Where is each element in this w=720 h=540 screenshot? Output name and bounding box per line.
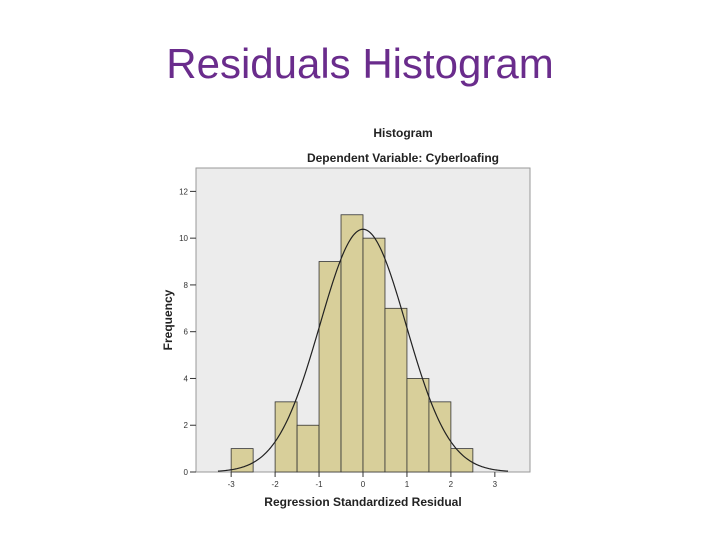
slide-title: Residuals Histogram [166,40,554,87]
normal-curve [217,228,509,472]
y-tick-label: 12 [179,187,188,196]
histogram-bar [296,424,320,473]
y-tick-label: 4 [184,374,189,383]
histogram-bar [450,448,474,473]
x-axis: -3 -2 -1 0 1 2 3 [228,472,498,489]
histogram-bars [230,214,474,473]
x-axis-label: Regression Standardized Residual [264,495,461,509]
histogram-bar [428,401,452,473]
x-tick-label: 2 [449,480,454,489]
x-tick-label: -2 [272,480,280,489]
histogram-figure: Histogram Dependent Variable: Cyberloafi… [150,118,550,518]
y-axis: 0 2 4 6 8 10 12 [179,187,196,477]
x-tick-label: 1 [405,480,410,489]
y-tick-label: 6 [184,328,189,337]
histogram-bar [384,307,408,473]
y-tick-label: 2 [184,421,189,430]
chart-subtitle: Dependent Variable: Cyberloafing [307,151,499,165]
x-tick-label: 3 [493,480,498,489]
y-axis-label: Frequency [161,289,175,350]
histogram-bar [406,378,430,473]
y-tick-label: 0 [184,468,189,477]
chart-title: Histogram [373,126,432,140]
x-tick-label: -1 [315,480,323,489]
histogram-bar [340,214,364,473]
y-tick-label: 10 [179,234,188,243]
histogram-bar [318,261,342,473]
histogram-bar [230,448,254,473]
histogram-chart: Histogram Dependent Variable: Cyberloafi… [161,126,531,509]
y-tick-label: 8 [184,281,189,290]
x-tick-label: -3 [228,480,236,489]
histogram-bar [362,237,386,473]
x-tick-label: 0 [361,480,366,489]
